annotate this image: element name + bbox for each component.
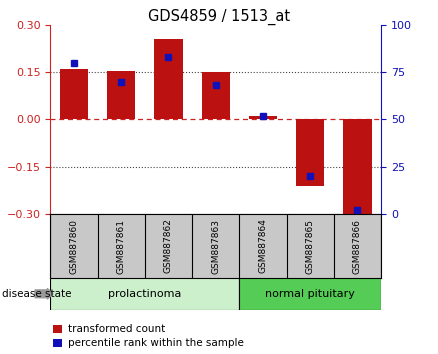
Bar [154, 39, 183, 119]
Text: GSM887866: GSM887866 [353, 218, 362, 274]
Text: GSM887862: GSM887862 [164, 218, 173, 274]
Bar [343, 119, 371, 216]
Text: GDS4859 / 1513_at: GDS4859 / 1513_at [148, 9, 290, 25]
Bar [50, 278, 239, 310]
Bar [201, 72, 230, 119]
Text: GSM887864: GSM887864 [258, 218, 268, 274]
Text: percentile rank within the sample: percentile rank within the sample [68, 338, 244, 348]
Text: GSM887863: GSM887863 [211, 218, 220, 274]
Bar [60, 69, 88, 119]
Text: prolactinoma: prolactinoma [108, 289, 181, 299]
Bar [296, 119, 325, 186]
Text: disease state: disease state [2, 289, 72, 299]
Bar [239, 278, 381, 310]
Text: normal pituitary: normal pituitary [265, 289, 355, 299]
Text: GSM887865: GSM887865 [306, 218, 314, 274]
Bar [107, 70, 135, 119]
Text: GSM887861: GSM887861 [117, 218, 126, 274]
Bar [249, 116, 277, 119]
Text: transformed count: transformed count [68, 324, 165, 333]
Text: GSM887860: GSM887860 [70, 218, 78, 274]
